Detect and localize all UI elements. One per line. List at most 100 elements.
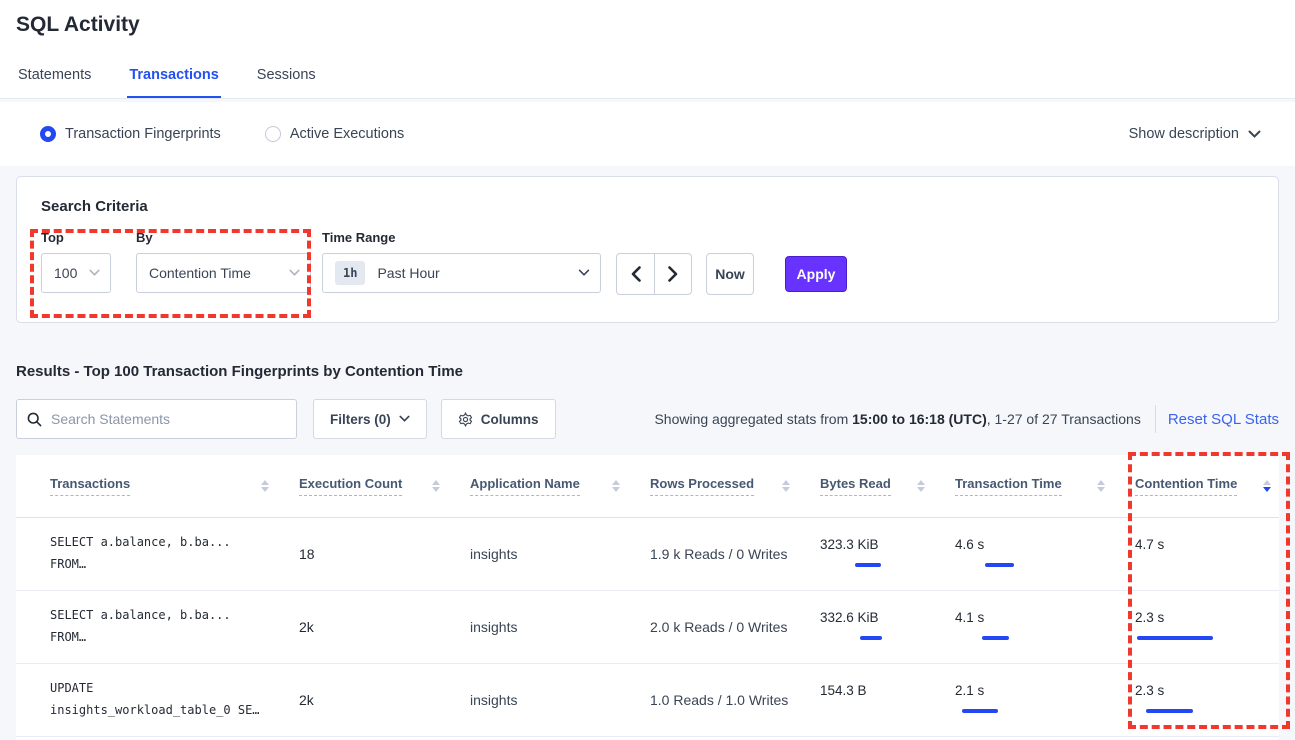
next-time-button[interactable] [654,254,691,294]
bytes-read-cell: 332.6 KiB [820,610,955,644]
chevron-down-icon [578,269,590,276]
tab-statements[interactable]: Statements [18,67,92,83]
filters-button[interactable]: Filters (0) [313,399,427,439]
column-header-execution-count[interactable]: Execution Count [299,476,470,496]
contention-time-bar [1135,631,1245,644]
transaction-time-cell: 4.1 s [955,610,1135,644]
time-range-label: Time Range [322,230,396,245]
divider [1154,405,1156,433]
table-row[interactable]: UPDATE insights_workload_table_0 SE… 2k … [16,664,1279,737]
page-title: SQL Activity [16,13,140,36]
apply-button[interactable]: Apply [785,256,847,292]
chevron-down-icon [89,269,100,276]
column-header-contention-time[interactable]: Contention Time [1135,476,1279,496]
search-criteria-card: Search Criteria Top 100 By Contention Ti… [16,176,1279,323]
page-header: SQL Activity Statements Transactions Ses… [0,0,1295,99]
tab-transactions[interactable]: Transactions [127,57,221,98]
by-select[interactable]: Contention Time [136,253,311,293]
time-range-value: Past Hour [377,265,440,281]
search-criteria-heading: Search Criteria [41,198,148,215]
transactions-table: Transactions Execution Count Application… [16,455,1279,740]
rows-processed-cell: 2.0 k Reads / 0 Writes [650,619,788,635]
gear-icon [458,411,472,427]
transaction-time-bar [955,558,1065,571]
results-heading: Results - Top 100 Transaction Fingerprin… [16,363,464,380]
chevron-down-icon [1248,130,1261,138]
transaction-time-cell: 2.1 s [955,683,1135,717]
top-select-value: 100 [54,265,78,281]
tab-bar: Statements Transactions Sessions [16,57,318,98]
execution-count-cell: 2k [299,692,470,708]
view-toggle-bar: Transaction Fingerprints Active Executio… [0,102,1295,166]
time-range-select[interactable]: 1h Past Hour [322,253,601,293]
column-header-rows-processed[interactable]: Rows Processed [650,476,820,496]
application-name-cell: insights [470,692,518,708]
radio-label: Active Executions [289,126,405,142]
table-row[interactable]: SELECT a.balance, b.ba... FROM… 2k insig… [16,591,1279,664]
transaction-fingerprint-link[interactable]: UPDATE insights_workload_table_0 SE… [50,681,260,717]
show-description-label: Show description [1128,126,1239,142]
by-select-value: Contention Time [149,265,251,281]
results-toolbar: Filters (0) Columns Showing aggregated s… [16,399,1279,439]
rows-processed-cell: 1.9 k Reads / 0 Writes [650,546,788,562]
transaction-fingerprint-link[interactable]: SELECT a.balance, b.ba... FROM… [50,535,231,571]
top-field: Top 100 [41,230,111,293]
contention-time-cell: 4.7 s [1135,537,1279,571]
radio-button-icon[interactable] [264,126,281,142]
application-name-cell: insights [470,546,518,562]
bytes-read-cell: 323.3 KiB [820,537,955,571]
radio-button-icon[interactable] [40,126,56,142]
transaction-fingerprint-link[interactable]: SELECT a.balance, b.ba... FROM… [50,608,231,644]
time-range-field: Time Range 1h Past Hour [322,230,601,293]
bytes-read-bar [820,631,930,644]
now-button[interactable]: Now [706,253,754,295]
time-range-arrows [616,253,692,295]
columns-button[interactable]: Columns [440,399,556,439]
transaction-time-bar [955,631,1065,644]
execution-count-cell: 2k [299,619,470,635]
time-range-badge: 1h [335,261,366,285]
radio-active-executions[interactable]: Active Executions [264,126,405,142]
table-header-row: Transactions Execution Count Application… [16,455,1279,518]
column-header-application-name[interactable]: Application Name [470,476,650,496]
sort-icon[interactable] [782,480,790,492]
sort-icon[interactable] [917,480,925,492]
show-description-toggle[interactable]: Show description [1129,126,1261,142]
radio-label: Transaction Fingerprints [65,126,221,142]
execution-count-bar [368,694,470,707]
transaction-time-bar [955,704,1065,717]
reset-sql-stats-link[interactable]: Reset SQL Stats [1167,410,1279,428]
top-select[interactable]: 100 [41,253,111,293]
aggregated-stats-text: Showing aggregated stats from 15:00 to 1… [654,411,1141,427]
column-header-transaction-time[interactable]: Transaction Time [955,476,1135,496]
sort-icon[interactable] [1263,480,1271,492]
execution-count-bar [368,621,470,634]
rows-processed-cell: 1.0 Reads / 1.0 Writes [650,692,789,708]
bytes-read-bar [820,704,930,717]
chevron-down-icon [399,415,410,422]
contention-time-bar [1135,704,1245,717]
search-statements-input[interactable] [51,411,286,427]
sort-icon[interactable] [1097,480,1105,492]
contention-time-cell: 2.3 s [1135,683,1279,717]
application-name-cell: insights [470,619,518,635]
tab-sessions[interactable]: Sessions [256,67,316,83]
search-icon [27,412,42,426]
column-header-bytes-read[interactable]: Bytes Read [820,476,955,496]
search-statements-box[interactable] [16,399,297,439]
sort-icon[interactable] [612,480,620,492]
table-row[interactable]: SELECT a.balance, b.ba... FROM… 18 insig… [16,518,1279,591]
sort-icon[interactable] [261,480,269,492]
transaction-time-cell: 4.6 s [955,537,1135,571]
by-field: By Contention Time [136,230,311,293]
chevron-down-icon [289,269,300,276]
previous-time-button[interactable] [617,254,654,294]
sort-icon[interactable] [432,480,440,492]
contention-time-bar [1135,558,1245,571]
columns-label: Columns [480,411,539,427]
bytes-read-cell: 154.3 B [820,683,955,717]
radio-transaction-fingerprints[interactable]: Transaction Fingerprints [40,126,221,142]
contention-time-cell: 2.3 s [1135,610,1279,644]
column-header-transactions[interactable]: Transactions [50,476,299,496]
